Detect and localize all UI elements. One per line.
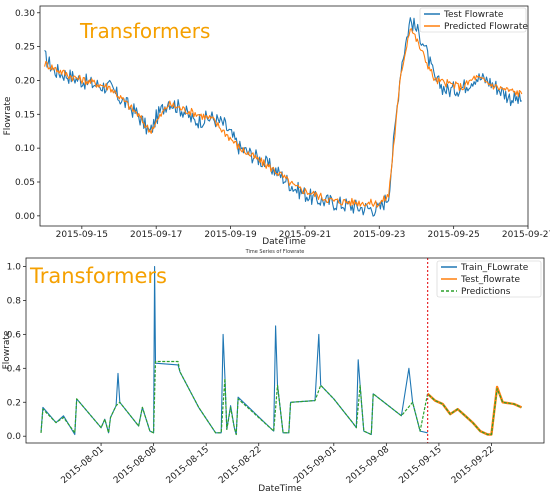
x-tick-label: 2015-09-15	[56, 230, 108, 240]
legend-label-test-flowrate: Test Flowrate	[443, 10, 504, 20]
y-tick-label: 0.00	[15, 212, 35, 222]
y-axis-label: Flowrate	[3, 96, 13, 135]
legend-box	[436, 260, 542, 298]
overlay-title: Transformers	[79, 19, 210, 43]
chart-title: Time Series of Flowrate	[245, 249, 305, 255]
y-axis-label: Flowrate	[2, 330, 12, 369]
x-axis-label: DateTime	[262, 237, 306, 247]
series-layer	[40, 265, 522, 436]
y-tick-label: 0.2	[7, 398, 21, 408]
x-tick-label: 2015-09-21	[279, 230, 331, 240]
y-tick-label: 0.6	[7, 330, 22, 340]
x-tick-label: 2015-09-23	[353, 230, 405, 240]
y-tick-label: 0.30	[15, 9, 35, 19]
axis-ticks: 2015-09-15 2015-09-17 2015-09-19 2015-09-21…	[15, 9, 550, 240]
x-tick-label: 2015-09-19	[204, 230, 257, 240]
plot-frame	[25, 257, 545, 444]
series-line-predictions	[40, 360, 522, 436]
x-axis-label: DateTime	[258, 484, 302, 494]
legend-label-test-flowrate: Test_flowrate	[460, 275, 521, 285]
plot-frame	[39, 5, 529, 227]
y-tick-label: 0.10	[15, 144, 35, 154]
legend-box	[419, 7, 527, 33]
legend: Train_FLowrate Test_flowrate Predictions	[436, 260, 542, 298]
chart-background	[0, 0, 550, 244]
legend-label-train-flowrate: Train_FLowrate	[460, 263, 529, 273]
y-tick-label: 0.4	[7, 364, 22, 374]
legend: Test Flowrate Predicted Flowrate	[419, 7, 528, 33]
y-tick-label: 0.05	[15, 178, 35, 188]
chart-time-series-of-flowrate: Time Series of Flowrate 2015-08-01 2015-0…	[0, 248, 550, 495]
y-tick-label: 0.8	[7, 296, 22, 306]
x-tick-label: 2015-09-27	[502, 230, 550, 240]
series-line-predicted-flowrate	[44, 28, 523, 208]
x-tick-label: 2015-09-25	[427, 230, 479, 240]
y-tick-label: 0.0	[7, 432, 22, 442]
y-tick-label: 0.25	[15, 43, 35, 53]
series-layer	[44, 17, 523, 217]
overlay-title: Transformers	[29, 264, 167, 288]
chart-flowrate-test-vs-predicted: 2015-09-15 2015-09-17 2015-09-19 2015-09-21…	[0, 0, 550, 247]
y-tick-label: 1.0	[7, 262, 22, 272]
legend-label-predictions: Predictions	[461, 287, 511, 297]
x-tick-label: 2015-09-17	[130, 230, 182, 240]
y-tick-label: 0.20	[15, 76, 35, 86]
legend-label-predicted-flowrate: Predicted Flowrate	[444, 22, 528, 32]
y-tick-label: 0.15	[15, 110, 35, 120]
